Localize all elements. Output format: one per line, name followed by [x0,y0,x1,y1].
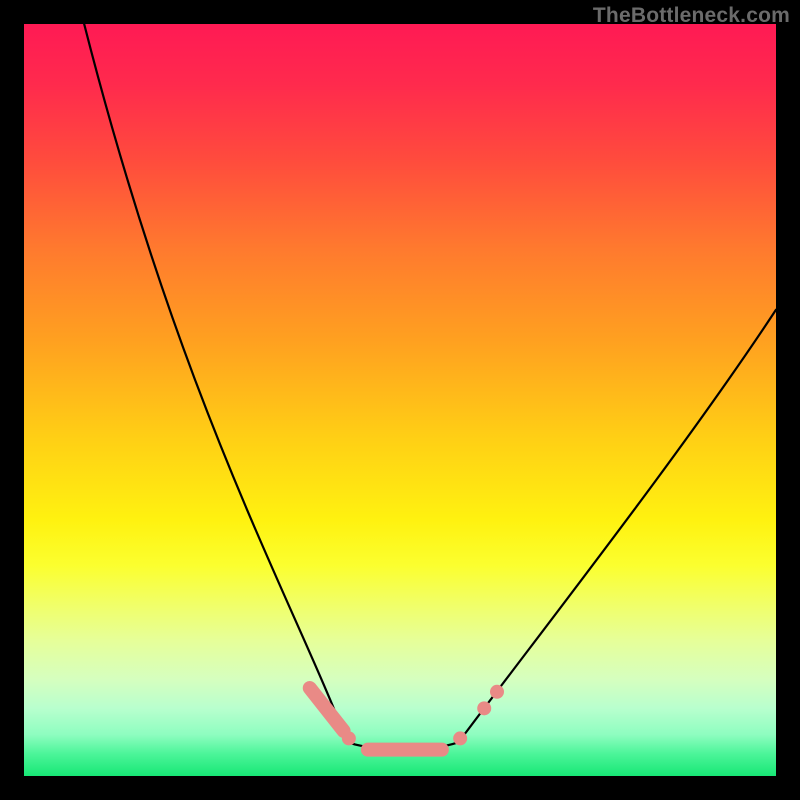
trough-marker-4 [477,701,491,715]
watermark-text: TheBottleneck.com [593,4,790,28]
gradient-background [24,24,776,776]
bottleneck-chart [0,0,800,800]
chart-container: TheBottleneck.com [0,0,800,800]
trough-marker-3 [453,731,467,745]
trough-marker-1 [342,731,356,745]
trough-marker-5 [490,685,504,699]
trough-marker-2 [361,743,449,757]
